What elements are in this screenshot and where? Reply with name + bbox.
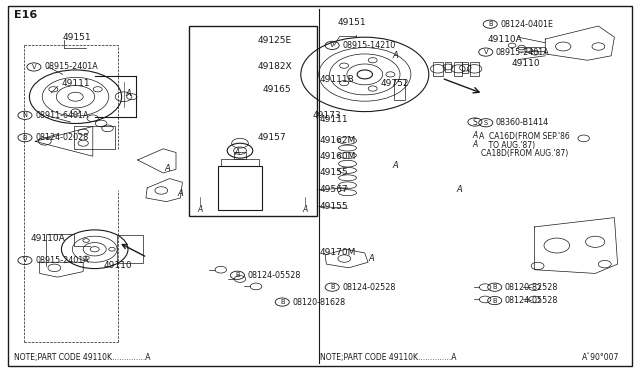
Text: A: A: [234, 148, 239, 157]
Text: 49151: 49151: [338, 18, 367, 27]
Text: 49162M: 49162M: [320, 136, 356, 145]
Text: 49567: 49567: [320, 185, 349, 194]
Text: 08124-0401E: 08124-0401E: [500, 20, 554, 29]
Text: 49170M: 49170M: [320, 248, 356, 257]
Text: 49111: 49111: [61, 79, 90, 88]
Text: 49110: 49110: [512, 60, 541, 68]
Bar: [470, 62, 479, 76]
Bar: [234, 152, 246, 159]
Text: 49110A: 49110A: [31, 234, 65, 243]
Text: B: B: [488, 21, 493, 27]
Text: 49157: 49157: [257, 133, 286, 142]
Text: B: B: [22, 135, 28, 141]
Text: B: B: [492, 298, 497, 304]
Bar: [394, 79, 405, 100]
Text: 08911-6401A: 08911-6401A: [35, 111, 89, 120]
Text: NOTE;PART CODE 49110K..............A: NOTE;PART CODE 49110K..............A: [14, 353, 150, 362]
Text: 49110A: 49110A: [488, 35, 522, 44]
Text: S: S: [484, 120, 488, 126]
Text: V: V: [31, 64, 36, 70]
Text: N: N: [22, 112, 28, 118]
Text: V: V: [22, 257, 28, 263]
Text: A: A: [392, 51, 397, 60]
Text: 49151: 49151: [63, 33, 92, 42]
Text: CA18D(FROM AUG.'87): CA18D(FROM AUG.'87): [481, 149, 568, 158]
Text: A: A: [457, 185, 462, 194]
Text: A: A: [125, 89, 131, 98]
Bar: [454, 62, 462, 76]
Bar: [433, 62, 443, 76]
Text: A: A: [369, 254, 374, 263]
Text: A: A: [198, 205, 203, 214]
Text: E16: E16: [14, 10, 37, 20]
Text: A: A: [165, 164, 170, 173]
Text: 49165: 49165: [262, 85, 291, 94]
Bar: [319, 37, 501, 346]
Text: 49125E: 49125E: [257, 36, 291, 45]
Text: B: B: [492, 284, 497, 290]
Text: 08120-81628: 08120-81628: [292, 298, 346, 307]
Text: 49111B: 49111B: [320, 76, 355, 84]
Text: V: V: [330, 42, 335, 48]
Text: 08915-2401A: 08915-2401A: [496, 48, 550, 57]
Bar: [117, 235, 143, 263]
Text: 49182X: 49182X: [257, 62, 292, 71]
Text: A: A: [392, 161, 397, 170]
Text: 49111: 49111: [320, 115, 349, 124]
Text: 08915-2401A: 08915-2401A: [44, 62, 98, 71]
Text: 08915-14210: 08915-14210: [342, 41, 396, 50]
Text: 49752: 49752: [381, 79, 410, 88]
Text: 49155: 49155: [320, 169, 349, 177]
Text: 08124-02528: 08124-02528: [342, 283, 396, 292]
Text: A  CA16D(FROM SEP.'86: A CA16D(FROM SEP.'86: [479, 132, 570, 141]
Text: 08360-B1414: 08360-B1414: [496, 118, 549, 127]
Bar: [221, 159, 259, 166]
Text: 49155: 49155: [320, 202, 349, 211]
Text: A: A: [473, 131, 478, 140]
Bar: [189, 26, 317, 216]
Bar: [462, 62, 468, 73]
Text: 49173: 49173: [312, 111, 341, 120]
Bar: [218, 166, 262, 210]
Text: V: V: [483, 49, 488, 55]
Text: A: A: [473, 140, 478, 149]
Text: 08120-82528: 08120-82528: [505, 283, 558, 292]
Text: 08124-05528: 08124-05528: [248, 271, 301, 280]
Text: NOTE;PART CODE 49110K..............A: NOTE;PART CODE 49110K..............A: [320, 353, 456, 362]
Text: S: S: [472, 118, 477, 126]
Text: Aˇ90°007: Aˇ90°007: [582, 353, 620, 362]
Text: B: B: [235, 272, 240, 278]
Bar: [445, 62, 451, 72]
Text: 08915-2401A: 08915-2401A: [35, 256, 89, 265]
Text: B: B: [330, 284, 335, 290]
Text: 49110: 49110: [104, 262, 132, 270]
Bar: [74, 126, 115, 149]
Text: A: A: [178, 189, 183, 198]
Text: 08124-02028: 08124-02028: [35, 133, 88, 142]
Text: TO AUG.'87): TO AUG.'87): [479, 141, 535, 150]
Text: B: B: [280, 299, 285, 305]
Text: A: A: [303, 205, 308, 214]
Text: 08124-05528: 08124-05528: [505, 296, 558, 305]
Text: 49160M: 49160M: [320, 152, 356, 161]
